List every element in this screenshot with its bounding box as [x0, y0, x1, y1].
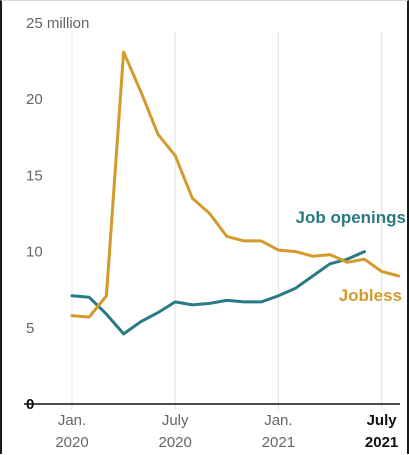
y-tick-label-20: 20 — [26, 91, 43, 108]
series-label-job-openings: Job openings — [296, 208, 407, 227]
x-tick-label-0-line1: Jan. — [58, 412, 86, 429]
x-tick-label-1-line1: July — [162, 412, 189, 429]
x-tick-label-0-line2: 2020 — [55, 434, 88, 451]
x-tick-label-2-line2: 2021 — [262, 434, 295, 451]
x-tick-label-3-line2: 2021 — [365, 434, 398, 451]
y-tick-label-0: 0 — [26, 396, 34, 413]
series-label-jobless: Jobless — [339, 286, 402, 305]
y-axis-ticks: 0 5 10 15 20 25 million — [26, 15, 89, 413]
x-tick-label-1-line2: 2020 — [159, 434, 192, 451]
x-tick-label-2-line1: Jan. — [264, 412, 292, 429]
x-tick-label-3-line1: July — [367, 412, 398, 429]
y-tick-label-25: 25 million — [26, 15, 89, 32]
series-line-job-openings — [72, 252, 364, 334]
y-tick-label-15: 15 — [26, 167, 43, 184]
x-axis-ticks: Jan. 2020 July 2020 Jan. 2021 July 2021 — [55, 412, 398, 451]
y-tick-label-5: 5 — [26, 320, 34, 337]
series-line-jobless — [72, 52, 399, 317]
y-tick-label-10: 10 — [26, 244, 43, 261]
